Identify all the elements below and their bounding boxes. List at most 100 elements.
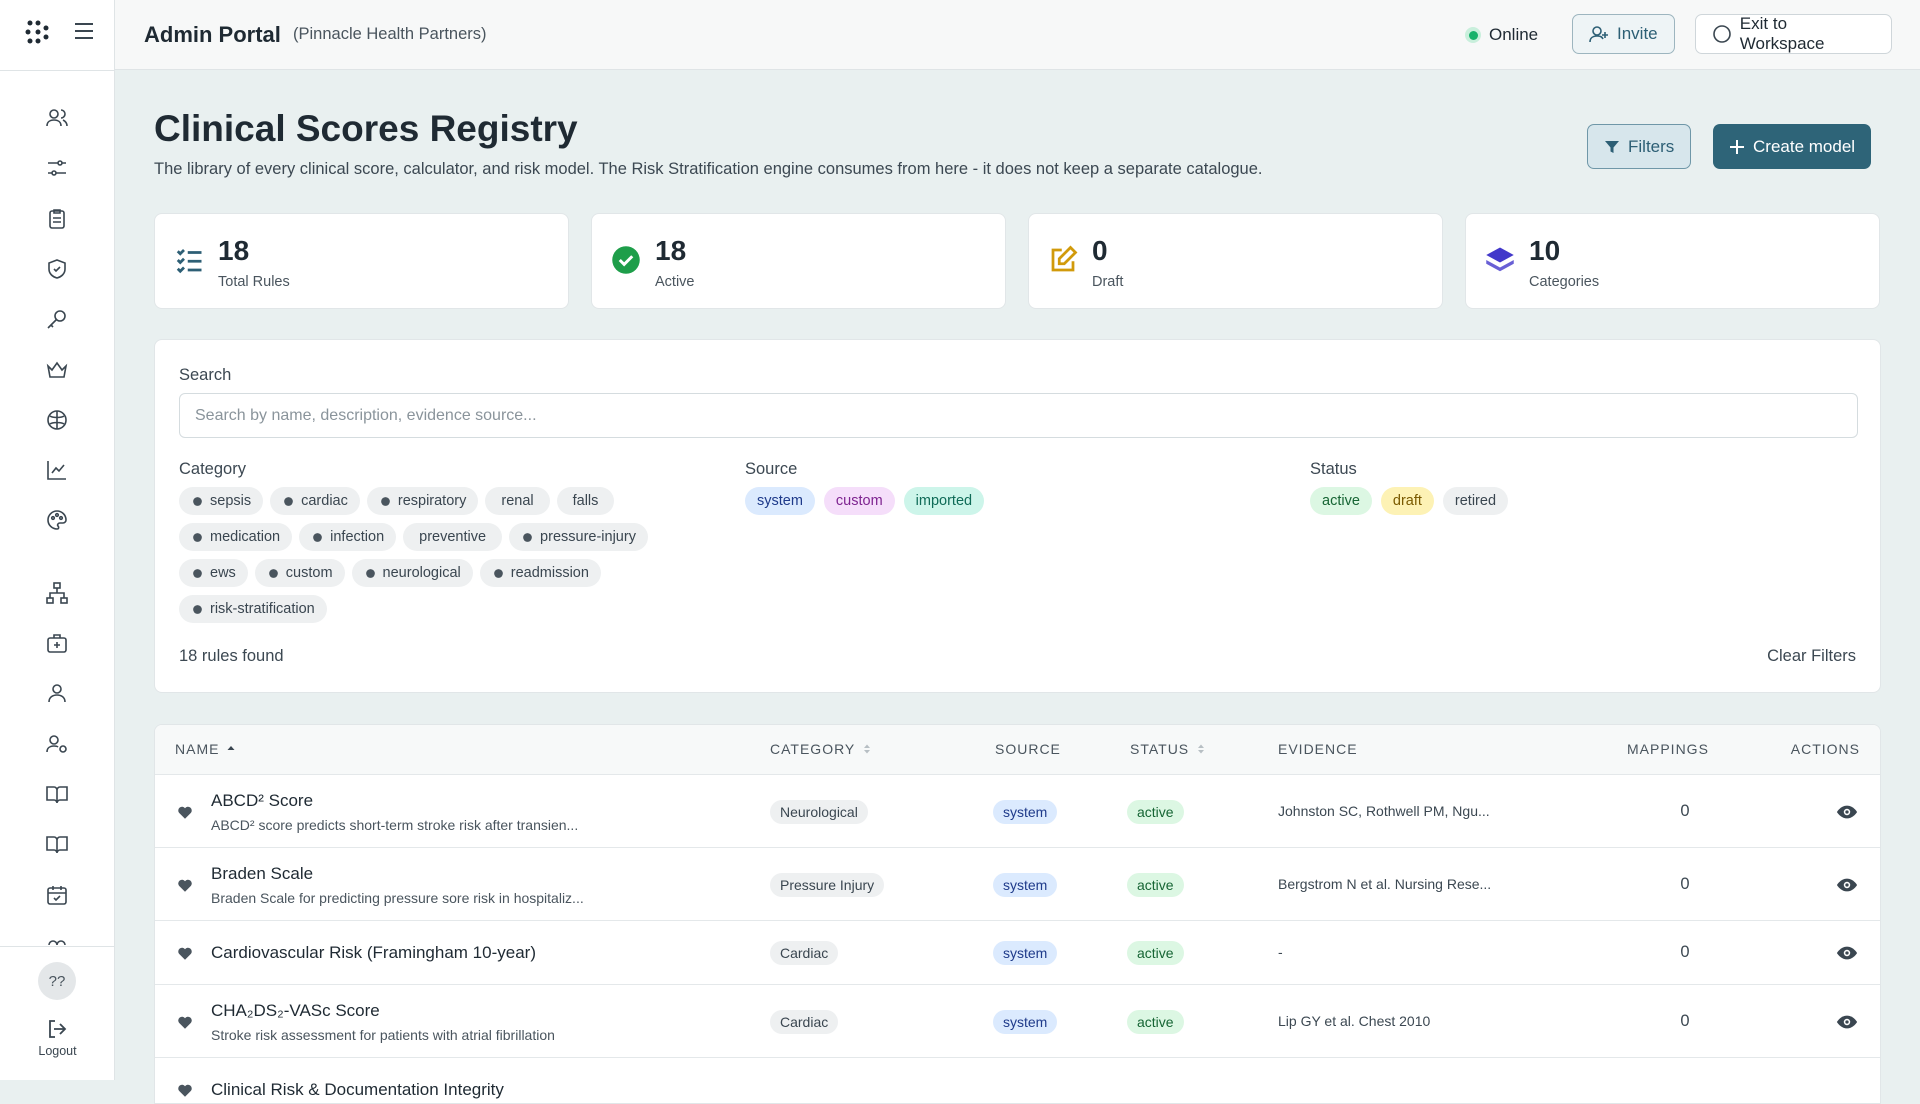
source-pill: system — [993, 872, 1058, 897]
header: Admin Portal (Pinnacle Health Partners) … — [115, 0, 1920, 70]
status-chip[interactable]: draft — [1380, 487, 1434, 515]
nav-item[interactable] — [45, 581, 69, 605]
category-chip[interactable]: renal — [485, 487, 550, 515]
table-row[interactable]: ABCD² Score ABCD² score predicts short-te… — [155, 774, 1880, 847]
chip-icon — [381, 496, 390, 506]
stat-label: Categories — [1529, 274, 1600, 290]
status-label: Status — [1310, 460, 1357, 478]
menu-toggle[interactable] — [74, 22, 94, 40]
rule-description: Stroke risk assessment for patients with… — [211, 1027, 555, 1043]
category-chip[interactable]: respiratory — [366, 487, 479, 515]
category-chip[interactable]: preventive — [403, 523, 503, 551]
exit-label: Exit to Workspace — [1739, 14, 1825, 53]
filters-button[interactable]: Filters — [1587, 124, 1692, 169]
create-button[interactable]: Create model — [1713, 124, 1872, 169]
page-description: The library of every clinical score, cal… — [154, 160, 1263, 178]
status-label: Online — [1489, 25, 1539, 44]
nav-item[interactable] — [45, 631, 69, 655]
status-chips: active draft retired — [1310, 487, 1810, 523]
column-header: MAPPINGS — [1627, 741, 1709, 757]
nav-item[interactable] — [45, 458, 69, 482]
avatar[interactable]: ?? — [38, 962, 76, 1000]
chip-icon — [193, 604, 202, 614]
nav-item[interactable] — [45, 933, 69, 945]
rule-name: Clinical Risk & Documentation Integrity — [211, 1080, 504, 1099]
category-pill: Neurological — [770, 799, 868, 824]
category-chips: sepsis cardiac respiratory renal falls medica… — [179, 487, 719, 631]
status-chip[interactable]: retired — [1442, 487, 1509, 515]
category-chip[interactable]: sepsis — [179, 487, 264, 515]
chip-label: imported — [915, 493, 973, 509]
column-header: SOURCE — [995, 741, 1061, 757]
row-icon — [178, 1016, 192, 1029]
column-header: ACTIONS — [1790, 741, 1860, 757]
chip-label: active — [1322, 493, 1360, 509]
chip-label: infection — [330, 529, 385, 545]
source-chip[interactable]: system — [745, 487, 815, 515]
category-chip[interactable]: neurological — [351, 559, 473, 587]
category-chip[interactable]: custom — [254, 559, 345, 587]
status-pill: active — [1127, 941, 1184, 965]
row-icon — [178, 1084, 192, 1097]
table-header: NAME CATEGORY SOURCE STATUS EVIDENCE MAPPINGS… — [155, 725, 1880, 774]
status-pill: active — [1127, 1009, 1184, 1034]
sort-icon — [227, 746, 235, 750]
nav-item[interactable] — [45, 782, 69, 806]
chip-icon — [268, 568, 278, 578]
category-chip[interactable]: infection — [299, 523, 397, 551]
nav-item[interactable] — [45, 358, 69, 382]
category-chip[interactable]: pressure-injury — [509, 523, 648, 551]
nav-item[interactable] — [45, 508, 69, 532]
mappings: 0 — [1680, 943, 1690, 961]
table-row[interactable]: Clinical Risk & Documentation Integrity — [155, 1057, 1880, 1103]
nav-item[interactable] — [45, 207, 69, 231]
table-row[interactable]: CHA₂DS₂-VASc Score Stroke risk assessment… — [155, 984, 1880, 1057]
nav-item[interactable] — [45, 156, 69, 180]
view-action[interactable] — [1836, 801, 1858, 823]
clear-filters[interactable]: Clear Filters — [1767, 647, 1856, 665]
source-chip[interactable]: custom — [823, 487, 895, 515]
nav-item[interactable] — [45, 307, 69, 331]
exit-button[interactable]: Exit to Workspace — [1695, 14, 1892, 54]
category-chip[interactable]: ews — [179, 559, 248, 587]
chip-label: readmission — [510, 565, 589, 581]
category-chip[interactable]: cardiac — [270, 487, 360, 515]
nav-item[interactable] — [45, 106, 69, 130]
evidence: Johnston SC, Rothwell PM, Ngu... — [1278, 802, 1490, 819]
view-action[interactable] — [1836, 1011, 1858, 1033]
stat-card: 0 Draft — [1028, 213, 1443, 309]
status-chip[interactable]: active — [1310, 487, 1372, 515]
results-count: 18 rules found — [179, 647, 284, 665]
category-chip[interactable]: medication — [179, 523, 293, 551]
nav-item[interactable] — [45, 408, 69, 432]
view-action[interactable] — [1836, 942, 1858, 964]
logout-label[interactable]: Logout — [38, 1044, 77, 1058]
category-chip[interactable]: risk-stratification — [179, 595, 327, 623]
table-row[interactable]: Braden Scale Braden Scale for predicting … — [155, 847, 1880, 920]
column-header[interactable]: STATUS — [1130, 741, 1207, 757]
nav-item[interactable] — [45, 832, 69, 856]
chip-icon — [193, 568, 202, 578]
chip-label: retired — [1454, 493, 1497, 509]
nav-item[interactable] — [45, 257, 69, 281]
stat-card: 18 Active — [591, 213, 1006, 309]
nav-item[interactable] — [45, 681, 69, 705]
logout-icon[interactable] — [46, 1018, 68, 1040]
nav-item[interactable] — [45, 732, 69, 756]
source-chip[interactable]: imported — [903, 487, 985, 515]
invite-button[interactable]: Invite — [1572, 14, 1675, 54]
column-header[interactable]: CATEGORY — [770, 741, 873, 757]
chip-icon — [365, 568, 375, 578]
stat-icon — [612, 246, 640, 274]
table-row[interactable]: Cardiovascular Risk (Framingham 10-year)… — [155, 920, 1880, 984]
rule-name: CHA₂DS₂-VASc Score — [211, 1001, 380, 1020]
view-action[interactable] — [1836, 874, 1858, 896]
nav-item[interactable] — [45, 883, 69, 907]
column-header[interactable]: NAME — [175, 741, 237, 757]
stat-value: 18 — [655, 235, 687, 266]
search-input[interactable]: Search by name, description, evidence so… — [179, 393, 1858, 438]
category-label: Category — [179, 460, 246, 478]
category-chip[interactable]: readmission — [479, 559, 601, 587]
stat-card: 18 Total Rules — [154, 213, 569, 309]
category-chip[interactable]: falls — [556, 487, 615, 515]
